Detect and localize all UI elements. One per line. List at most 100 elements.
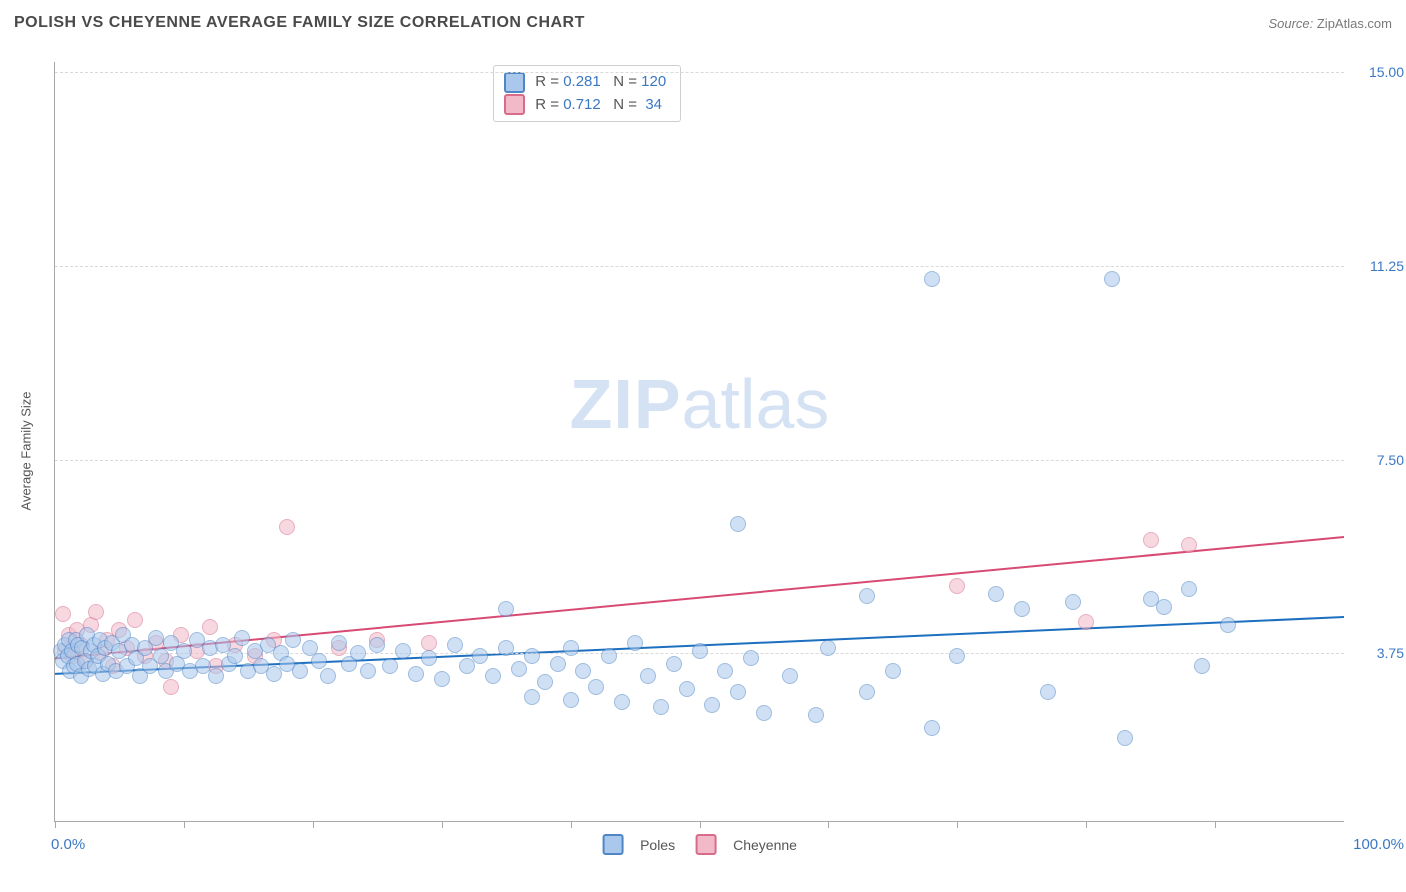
data-point-cheyenne (88, 604, 104, 620)
watermark-rest: atlas (682, 365, 830, 443)
data-point-poles (988, 586, 1004, 602)
trend-lines (55, 62, 1344, 821)
data-point-cheyenne (127, 612, 143, 628)
data-point-poles (498, 601, 514, 617)
correlation-legend: R = 0.281 N = 120 R = 0.712 N = 34 (493, 65, 681, 122)
source-attribution: Source: ZipAtlas.com (1268, 16, 1392, 31)
y-tick-label: 11.25 (1350, 258, 1404, 274)
data-point-cheyenne (279, 519, 295, 535)
chart-header: POLISH VS CHEYENNE AVERAGE FAMILY SIZE C… (14, 14, 1392, 44)
x-tick (700, 821, 701, 828)
data-point-poles (472, 648, 488, 664)
data-point-poles (563, 692, 579, 708)
data-point-poles (782, 668, 798, 684)
x-tick (313, 821, 314, 828)
x-tick (957, 821, 958, 828)
legend-row-cheyenne: R = 0.712 N = 34 (504, 94, 666, 117)
source-name: ZipAtlas.com (1317, 16, 1392, 31)
data-point-poles (949, 648, 965, 664)
x-tick (55, 821, 56, 828)
data-point-cheyenne (1143, 532, 1159, 548)
legend-label-cheyenne: Cheyenne (733, 837, 797, 853)
data-point-poles (808, 707, 824, 723)
x-tick (571, 821, 572, 828)
data-point-poles (227, 648, 243, 664)
y-tick-label: 15.00 (1350, 64, 1404, 80)
data-point-poles (524, 689, 540, 705)
data-point-poles (692, 643, 708, 659)
data-point-poles (395, 643, 411, 659)
data-point-poles (924, 271, 940, 287)
n-value-poles: 120 (641, 71, 666, 94)
data-point-poles (408, 666, 424, 682)
swatch-cheyenne-icon (695, 834, 716, 855)
watermark-bold: ZIP (570, 365, 682, 443)
series-legend: Poles Cheyenne (602, 834, 797, 855)
data-point-cheyenne (202, 619, 218, 635)
data-point-poles (640, 668, 656, 684)
x-tick (828, 821, 829, 828)
data-point-cheyenne (421, 635, 437, 651)
x-tick (184, 821, 185, 828)
swatch-cheyenne (504, 94, 525, 115)
plot-area: ZIPatlas R = 0.281 N = 120 R = 0.712 N =… (54, 62, 1344, 822)
x-tick (1215, 821, 1216, 828)
data-point-poles (153, 648, 169, 664)
data-point-poles (511, 661, 527, 677)
data-point-poles (550, 656, 566, 672)
data-point-poles (756, 705, 772, 721)
x-tick (442, 821, 443, 828)
data-point-poles (1065, 594, 1081, 610)
data-point-poles (885, 663, 901, 679)
data-point-poles (148, 630, 164, 646)
data-point-poles (1040, 684, 1056, 700)
data-point-poles (360, 663, 376, 679)
data-point-poles (1117, 730, 1133, 746)
x-tick (1086, 821, 1087, 828)
r-value-cheyenne: 0.712 (563, 94, 601, 117)
data-point-poles (666, 656, 682, 672)
data-point-poles (924, 720, 940, 736)
data-point-poles (859, 684, 875, 700)
data-point-poles (717, 663, 733, 679)
data-point-cheyenne (1078, 614, 1094, 630)
data-point-poles (653, 699, 669, 715)
y-axis-label: Average Family Size (19, 392, 34, 511)
watermark: ZIPatlas (570, 364, 830, 444)
legend-row-poles: R = 0.281 N = 120 (504, 71, 666, 94)
y-tick-label: 3.75 (1350, 645, 1404, 661)
data-point-poles (1181, 581, 1197, 597)
data-point-poles (859, 588, 875, 604)
data-point-poles (311, 653, 327, 669)
data-point-cheyenne (1181, 537, 1197, 553)
gridline (55, 266, 1344, 267)
data-point-poles (421, 650, 437, 666)
data-point-poles (537, 674, 553, 690)
source-prefix: Source: (1268, 16, 1316, 31)
data-point-poles (350, 645, 366, 661)
chart-container: Average Family Size ZIPatlas R = 0.281 N… (44, 52, 1354, 850)
data-point-poles (1014, 601, 1030, 617)
legend-item-cheyenne: Cheyenne (695, 834, 797, 855)
data-point-poles (524, 648, 540, 664)
chart-title: POLISH VS CHEYENNE AVERAGE FAMILY SIZE C… (14, 14, 585, 31)
swatch-poles-icon (602, 834, 623, 855)
legend-label-poles: Poles (640, 837, 675, 853)
data-point-poles (614, 694, 630, 710)
y-tick-label: 7.50 (1350, 452, 1404, 468)
r-value-poles: 0.281 (563, 71, 601, 94)
data-point-cheyenne (163, 679, 179, 695)
data-point-poles (704, 697, 720, 713)
data-point-poles (331, 635, 347, 651)
data-point-poles (234, 630, 250, 646)
data-point-poles (320, 668, 336, 684)
data-point-poles (285, 632, 301, 648)
gridline (55, 460, 1344, 461)
data-point-poles (292, 663, 308, 679)
gridline (55, 72, 1344, 73)
data-point-poles (369, 637, 385, 653)
data-point-poles (1194, 658, 1210, 674)
data-point-poles (575, 663, 591, 679)
n-value-cheyenne: 34 (645, 94, 662, 117)
data-point-poles (563, 640, 579, 656)
